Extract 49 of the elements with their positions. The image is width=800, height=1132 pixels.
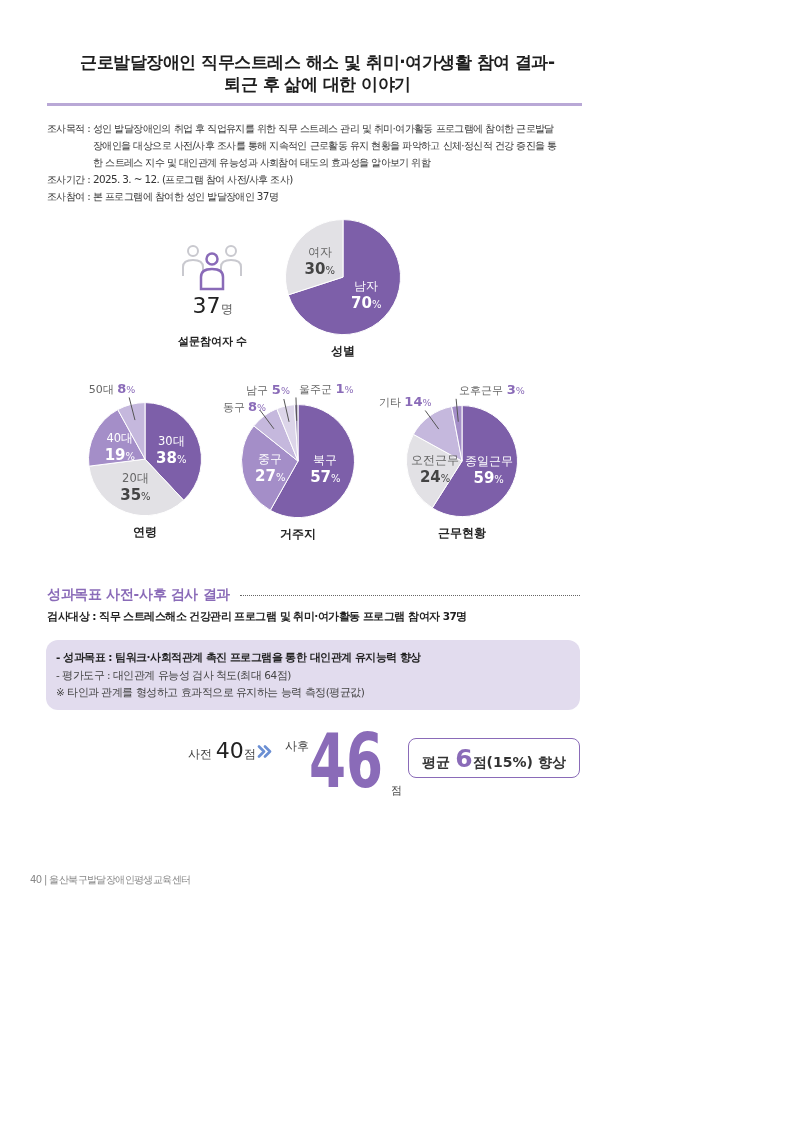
slice-label: 오전근무	[411, 453, 460, 467]
data-label: 38%	[156, 448, 187, 467]
slice-label: 중구	[258, 451, 283, 466]
data-label: 30%	[304, 260, 335, 279]
data-label: 19%	[104, 446, 136, 465]
slice-label: 오후근무	[459, 384, 507, 398]
data-label: 27%	[255, 466, 286, 485]
text: 평균 6점(15%) 향상	[422, 743, 566, 773]
data-label: 3%	[506, 382, 525, 398]
slice-label: 40대	[106, 431, 134, 446]
text: 조사참여 : 본 프로그램에 참여한 성인 발달장애인 37명	[47, 189, 280, 204]
data-label: 1%	[335, 380, 354, 396]
slice-label: 남자	[354, 279, 379, 293]
text: - 평가도구 : 대인관계 유능성 검사 척도(최대 64점)	[56, 667, 292, 683]
text: 사전 40점	[188, 738, 256, 763]
slice-label: 남구	[246, 384, 272, 398]
data-label: 14%	[404, 393, 432, 409]
slice-label: 기타	[378, 395, 405, 409]
text: 근로발달장애인 직무스트레스 해소 및 취미·여가생활 참여 결과- 퇴근 후 삶에 대한 이야기	[79, 51, 556, 95]
text: 설문참여자 수	[176, 334, 249, 349]
text: 조사목적 : 성인 발달장애인의 취업 후 직업유지를 위한 직무 스트레스 관리 및 취미·여가활동 프로그램에 참여한 근로발달장애인을 대상으로 사전/사후 조사를 통해 지속적인 근로활동 유지 현황을 파악하고 신체·정신적 건강 증진을 통한 스트레스 지수 및 대인관계 유능성과 사회참여 태도의 효과성을 알아보기 위함	[47, 121, 558, 170]
text: 40 | 울산북구발달장애인평생교육센터	[30, 873, 191, 887]
text: 거주지	[280, 527, 316, 542]
text: - 성과목표 : 팀워크·사회적관계 촉진 프로그램을 통한 대인관계 유지능력 향상	[56, 650, 422, 665]
text: ※ 타인과 관계를 형성하고 효과적으로 유지하는 능력 측정(평균값)	[56, 685, 366, 700]
data-label: 59%	[473, 468, 504, 487]
slice-label: 20대	[122, 470, 149, 485]
text: 37명	[192, 293, 233, 319]
slice-label: 여자	[307, 245, 332, 260]
slice-label: 울주군	[298, 382, 336, 396]
text: 연령	[133, 525, 157, 540]
slice-label: 30대	[157, 433, 185, 448]
data-label: 8%	[248, 399, 267, 415]
text: 성별	[331, 344, 355, 359]
slice-label: 50대	[88, 382, 118, 396]
data-label: 24%	[419, 468, 451, 486]
data-label: 57%	[310, 468, 341, 487]
text: 사후	[285, 739, 309, 754]
slice-label: 북구	[313, 453, 338, 468]
data-label: 8%	[117, 380, 136, 396]
data-label: 5%	[271, 382, 290, 398]
data-label: 70%	[351, 294, 382, 312]
slice-label: 동구	[222, 401, 249, 415]
text: 근무현황	[438, 526, 486, 541]
data-label: 35%	[120, 485, 151, 504]
text: 성과목표 사전-사후 검사 결과	[47, 586, 230, 604]
text: 조사기간 : 2025. 3. ~ 12. (프로그램 참여 사전/사후 조사)	[47, 172, 294, 187]
slice-label: 종일근무	[464, 453, 513, 468]
text: 검사대상 : 직무 스트레스해소 건강관리 프로그램 및 취미·여가활동 프로그램 참여자 37명	[47, 610, 467, 624]
